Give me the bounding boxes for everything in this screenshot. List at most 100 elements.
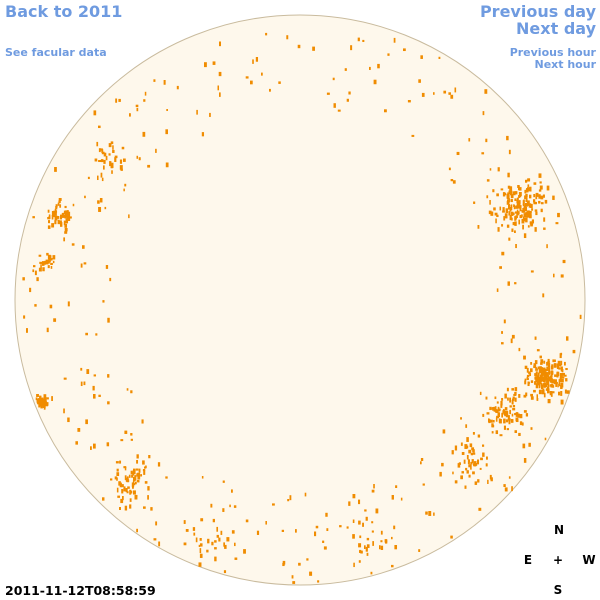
back-link[interactable]: Back to 2011 xyxy=(5,2,122,21)
facula xyxy=(377,63,380,69)
facula xyxy=(346,98,349,102)
facula xyxy=(497,167,500,172)
facula xyxy=(517,413,520,418)
facula xyxy=(534,336,537,340)
facula xyxy=(106,442,110,447)
facula xyxy=(101,151,105,155)
facula xyxy=(503,409,505,412)
facula xyxy=(39,397,41,401)
facula xyxy=(562,372,565,376)
facula xyxy=(551,379,554,384)
facula xyxy=(32,216,35,219)
facula xyxy=(495,417,498,422)
facula xyxy=(141,419,144,424)
facula xyxy=(529,194,532,199)
facula xyxy=(80,367,83,371)
facula xyxy=(292,581,296,584)
previous-hour-link[interactable]: Previous hour xyxy=(510,46,597,59)
facula xyxy=(54,208,57,213)
facula xyxy=(306,558,309,561)
facula xyxy=(530,380,534,383)
facula xyxy=(433,92,435,95)
facula xyxy=(211,541,214,546)
facula xyxy=(472,452,476,455)
facula xyxy=(124,430,128,434)
facula xyxy=(100,172,103,178)
facula xyxy=(282,560,286,565)
facula xyxy=(464,444,468,449)
previous-day-link[interactable]: Previous day xyxy=(480,2,597,21)
facula xyxy=(470,452,474,456)
facula xyxy=(466,445,469,449)
facula xyxy=(512,396,515,399)
facula xyxy=(496,288,499,292)
facula xyxy=(516,200,518,204)
facula xyxy=(50,262,53,266)
facula xyxy=(143,506,146,509)
facula xyxy=(538,189,542,192)
facular-link[interactable]: See facular data xyxy=(5,46,107,59)
facula xyxy=(153,538,157,541)
facula xyxy=(487,479,489,484)
facula xyxy=(67,417,70,423)
facula xyxy=(494,212,498,216)
facula xyxy=(133,476,135,480)
facula xyxy=(511,413,514,417)
facula xyxy=(481,152,485,155)
facula xyxy=(534,209,538,212)
facula xyxy=(193,532,196,536)
facula xyxy=(129,498,132,502)
facula xyxy=(133,483,136,486)
timestamp: 2011-11-12T08:58:59 xyxy=(5,583,156,598)
next-hour-link[interactable]: Next hour xyxy=(535,58,597,71)
facula xyxy=(204,62,207,68)
facula xyxy=(530,203,533,208)
facula xyxy=(39,261,43,264)
facula xyxy=(107,374,110,378)
facula xyxy=(29,287,32,293)
facula xyxy=(534,374,537,377)
facula xyxy=(468,474,471,478)
facula xyxy=(525,189,529,192)
facula xyxy=(358,499,361,505)
facula xyxy=(511,217,513,221)
facula xyxy=(506,135,509,141)
facula xyxy=(33,265,36,268)
facula xyxy=(125,477,129,482)
facula xyxy=(147,486,150,491)
facula xyxy=(185,529,189,532)
facula xyxy=(314,531,317,537)
facula xyxy=(516,201,520,206)
facula xyxy=(98,394,101,397)
facula xyxy=(528,203,532,207)
facula xyxy=(252,59,254,64)
facula xyxy=(472,449,475,453)
facula xyxy=(34,270,37,276)
facula xyxy=(125,488,128,493)
facula xyxy=(477,459,480,465)
facula xyxy=(165,129,168,135)
facula xyxy=(542,293,545,298)
facula xyxy=(525,179,528,183)
facula xyxy=(486,179,490,182)
facula xyxy=(75,441,78,445)
facula xyxy=(214,556,217,562)
facula xyxy=(42,402,46,406)
facula xyxy=(508,237,511,241)
facula xyxy=(510,338,513,344)
facula xyxy=(564,374,567,377)
facula xyxy=(144,466,147,469)
facula xyxy=(63,237,66,242)
facula xyxy=(533,199,536,203)
facula xyxy=(93,374,97,377)
facula xyxy=(515,412,519,417)
facula xyxy=(42,267,45,272)
facula xyxy=(471,459,474,464)
facula xyxy=(547,378,550,382)
facula xyxy=(22,277,25,281)
facula xyxy=(471,447,475,451)
facula xyxy=(543,372,547,376)
next-day-link[interactable]: Next day xyxy=(516,19,597,38)
facula xyxy=(479,391,482,396)
facula xyxy=(51,211,54,216)
